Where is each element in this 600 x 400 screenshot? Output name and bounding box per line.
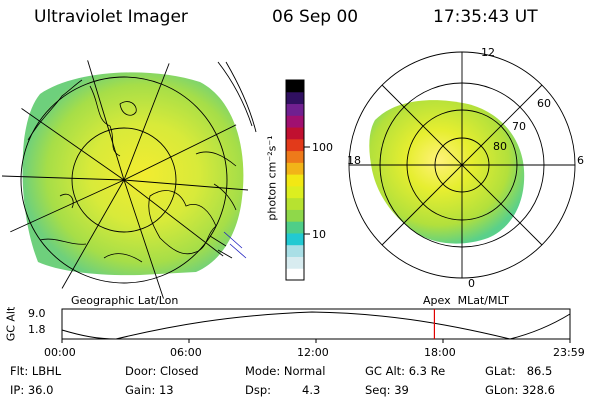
altitude-xtick-1800: 18:00 (424, 346, 456, 359)
colorbar-stripe (286, 127, 304, 140)
colorbar-stripe (286, 185, 304, 199)
left-latlon-grid (1, 55, 257, 301)
date-label: 06 Sep 00 (272, 7, 359, 27)
right-aurora-image (369, 100, 525, 244)
color-bar (285, 79, 305, 281)
left-coastlines (27, 79, 237, 263)
colorbar-stripe (286, 221, 304, 234)
colorbar-stripe (286, 162, 304, 175)
glon-readout: GLon: 328.6 (485, 383, 555, 397)
mlt-label-12: 12 (481, 46, 495, 59)
ip-readout: IP: 36.0 (10, 383, 54, 397)
polar-grid (348, 51, 576, 279)
colorbar-stripe (286, 209, 304, 222)
instrument-title: Ultraviolet Imager (34, 7, 188, 27)
colorbar-stripe (286, 174, 304, 187)
mlat-label-70: 70 (512, 120, 526, 133)
mlat-label-60: 60 (537, 97, 551, 110)
seq-readout: Seq: 39 (365, 383, 409, 397)
altitude-plot (61, 308, 571, 343)
filter-readout: Flt: LBHL (10, 364, 62, 378)
right-projection-label: Apex MLat/MLT (423, 294, 509, 307)
mlt-label-0: 0 (468, 277, 475, 290)
dsp-value: 4.3 (302, 383, 321, 397)
altitude-curve (61, 311, 571, 340)
glat-readout: GLat: 86.5 (485, 364, 553, 378)
altitude-xtick-1200: 12:00 (297, 346, 329, 359)
colorbar-stripe (286, 244, 304, 257)
colorbar-stripe (286, 232, 304, 246)
altitude-xtick-2359: 23:59 (553, 346, 585, 359)
colorbar-stripe (286, 256, 304, 269)
right-image-panel (348, 51, 576, 279)
colorbar-stripe (286, 80, 304, 93)
left-aurora-image (22, 72, 244, 276)
colorbar-stripe (286, 115, 304, 128)
colorbar-frame (285, 79, 305, 281)
altitude-ytick-high: 9.0 (28, 307, 46, 320)
gain-readout: Gain: 13 (125, 383, 174, 397)
left-projection-label: Geographic Lat/Lon (71, 294, 179, 307)
colorbar-ticks (304, 146, 310, 235)
dsp-label: Dsp: (245, 383, 272, 397)
colorbar-tick-10: 10 (312, 228, 326, 241)
mode-readout: Mode: Normal (245, 364, 326, 378)
mlt-label-18: 18 (347, 154, 361, 167)
mlat-label-80: 80 (493, 140, 507, 153)
colorbar-tick-100: 100 (312, 141, 333, 154)
colorbar-unit-label: photon cm⁻²s⁻¹ (265, 135, 279, 221)
altitude-axis-title: GC Alt (4, 306, 18, 342)
altitude-plot-frame (61, 308, 571, 340)
altitude-xtick-0000: 00:00 (44, 346, 76, 359)
colorbar-stripe (286, 150, 304, 163)
left-image-panel (1, 55, 257, 301)
colorbar-stripe (286, 138, 304, 152)
time-label: 17:35:43 UT (433, 7, 538, 27)
colorbar-stripe (286, 103, 304, 116)
altitude-ytick-low: 1.8 (28, 323, 46, 336)
door-readout: Door: Closed (125, 364, 199, 378)
altitude-xtick-0600: 06:00 (170, 346, 202, 359)
mlt-label-6: 6 (577, 154, 584, 167)
colorbar-stripe (286, 91, 304, 105)
colorbar-stripe (286, 197, 304, 210)
gc-alt-readout: GC Alt: 6.3 Re (365, 364, 446, 378)
colorbar-stripe (286, 268, 304, 281)
